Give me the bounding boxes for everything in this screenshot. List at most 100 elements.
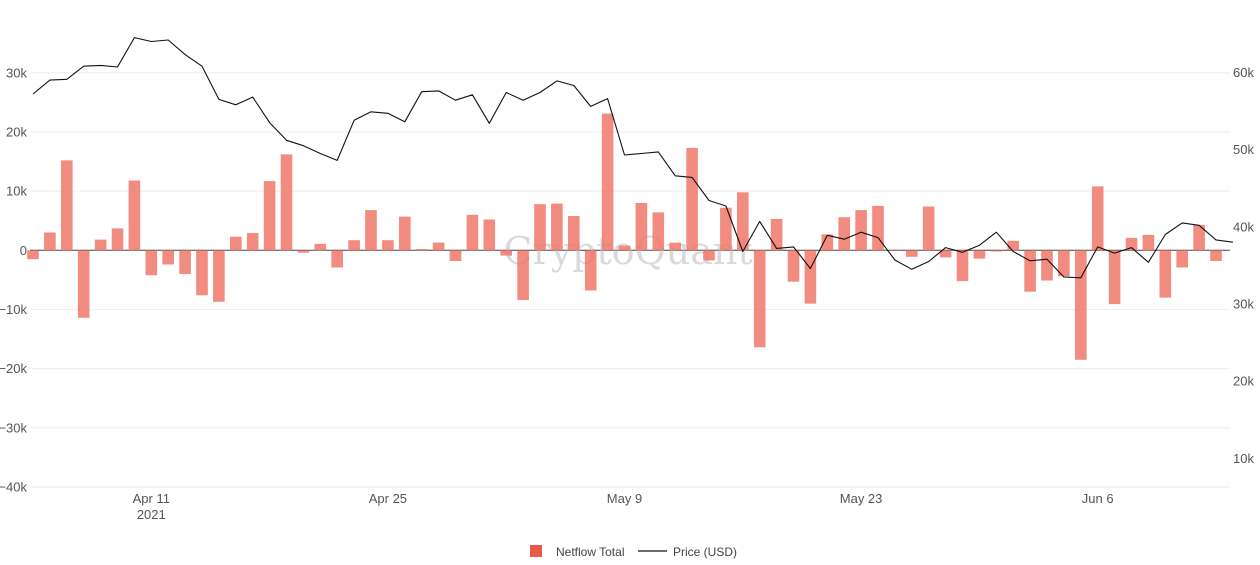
netflow-bar — [94, 239, 107, 251]
netflow-bar — [1125, 237, 1138, 251]
netflow-bar — [466, 214, 479, 251]
netflow-bar — [61, 160, 73, 251]
y-left-tick-label: 0 — [20, 243, 27, 258]
y-right-tick-label: 60k — [1233, 65, 1254, 80]
netflow-bar — [787, 250, 800, 282]
netflow-bar — [1159, 250, 1172, 298]
netflow-bar — [889, 250, 901, 251]
netflow-bar — [314, 243, 327, 251]
legend-netflow-label: Netflow Total — [556, 545, 624, 559]
netflow-bar — [517, 250, 529, 300]
x-tick-label: Apr 25 — [369, 491, 407, 506]
netflow-bar — [230, 236, 242, 251]
netflow-bar — [939, 250, 952, 258]
netflow-bar — [534, 204, 546, 251]
y-left-tick-label: −10k — [0, 302, 27, 317]
x-tick-label: May 9 — [607, 491, 642, 506]
netflow-bar — [1058, 250, 1070, 277]
netflow-bar — [720, 207, 732, 251]
netflow-bar — [44, 232, 56, 251]
netflow-bar — [584, 250, 597, 291]
netflow-bar — [348, 240, 360, 251]
x-tick-label: Jun 6 — [1082, 491, 1114, 506]
netflow-bar — [213, 250, 225, 302]
netflow-bar — [111, 228, 124, 251]
netflow-bar — [753, 250, 766, 348]
netflow-bar — [652, 212, 665, 251]
y-right-tick-label: 20k — [1233, 374, 1254, 389]
netflow-bar — [449, 250, 462, 261]
netflow-bar — [128, 180, 141, 251]
legend-netflow-swatch — [530, 545, 542, 557]
netflow-bar — [263, 181, 276, 251]
netflow-bar — [838, 217, 850, 251]
netflow-bar — [601, 113, 614, 251]
netflow-bar — [686, 147, 698, 251]
y-right-tick-label: 40k — [1233, 219, 1254, 234]
netflow-bar — [1108, 250, 1121, 305]
netflow-bar — [27, 250, 39, 260]
price-line — [32, 37, 1233, 279]
netflow-bar — [551, 203, 563, 251]
y-axis-left: −40k −30k −20k −10k 0 10k 20k 30k — [0, 65, 27, 494]
netflow-bar — [821, 234, 834, 251]
legend[interactable]: Netflow Total Price (USD) — [530, 545, 737, 559]
y-right-tick-label: 30k — [1233, 297, 1254, 312]
netflow-bar — [703, 250, 715, 261]
netflow-bar — [973, 250, 986, 259]
netflow-bar — [179, 250, 191, 274]
netflow-bar — [365, 210, 377, 251]
netflow-bar — [432, 242, 445, 251]
netflow-bars — [27, 113, 1222, 360]
y-right-tick-label: 50k — [1233, 142, 1254, 157]
netflow-bar — [246, 233, 259, 251]
y-right-tick-label: 10k — [1233, 451, 1254, 466]
netflow-bar — [500, 250, 512, 256]
netflow-bar — [872, 205, 884, 251]
price-line-path — [32, 37, 1233, 279]
netflow-bar — [669, 242, 681, 251]
netflow-bar — [737, 192, 749, 251]
netflow-bar — [1210, 250, 1222, 261]
x-tick-label: May 23 — [840, 491, 883, 506]
netflow-bar — [145, 250, 158, 276]
grid-lines — [30, 72, 1230, 488]
netflow-bar — [1024, 250, 1036, 292]
netflow-bar — [280, 154, 293, 251]
y-left-tick-label: 30k — [6, 65, 27, 80]
x-tick-year-label: 2021 — [137, 507, 166, 522]
netflow-bar — [618, 245, 631, 251]
netflow-bar — [483, 219, 496, 251]
netflow-bar — [906, 250, 918, 257]
netflow-bar — [568, 216, 580, 251]
netflow-bar — [1075, 250, 1087, 360]
y-left-tick-label: −30k — [0, 420, 27, 435]
netflow-bar — [1007, 240, 1019, 251]
netflow-bar — [1091, 186, 1104, 251]
netflow-bar — [196, 250, 208, 296]
y-left-tick-label: −40k — [0, 479, 27, 494]
netflow-bar — [922, 206, 935, 251]
netflow-bar — [1142, 234, 1155, 251]
netflow-bar — [77, 250, 90, 318]
y-axis-right: 10k 20k 30k 40k 50k 60k — [1233, 65, 1254, 466]
netflow-bar — [635, 203, 648, 251]
y-left-tick-label: 10k — [6, 184, 27, 199]
netflow-bar — [399, 216, 411, 251]
netflow-bar — [770, 218, 783, 251]
netflow-bar — [382, 240, 394, 251]
netflow-bar — [331, 250, 343, 268]
netflow-bar — [1176, 250, 1188, 268]
netflow-bar — [855, 210, 867, 251]
netflow-bar — [415, 249, 428, 251]
y-left-tick-label: −20k — [0, 361, 27, 376]
x-tick-label: Apr 11 — [133, 491, 170, 506]
netflow-bar — [1041, 250, 1053, 281]
netflow-bar — [956, 250, 969, 282]
legend-price-label: Price (USD) — [673, 545, 737, 559]
netflow-bar — [804, 250, 817, 304]
netflow-bar — [990, 250, 1003, 252]
y-left-tick-label: 20k — [6, 124, 27, 139]
